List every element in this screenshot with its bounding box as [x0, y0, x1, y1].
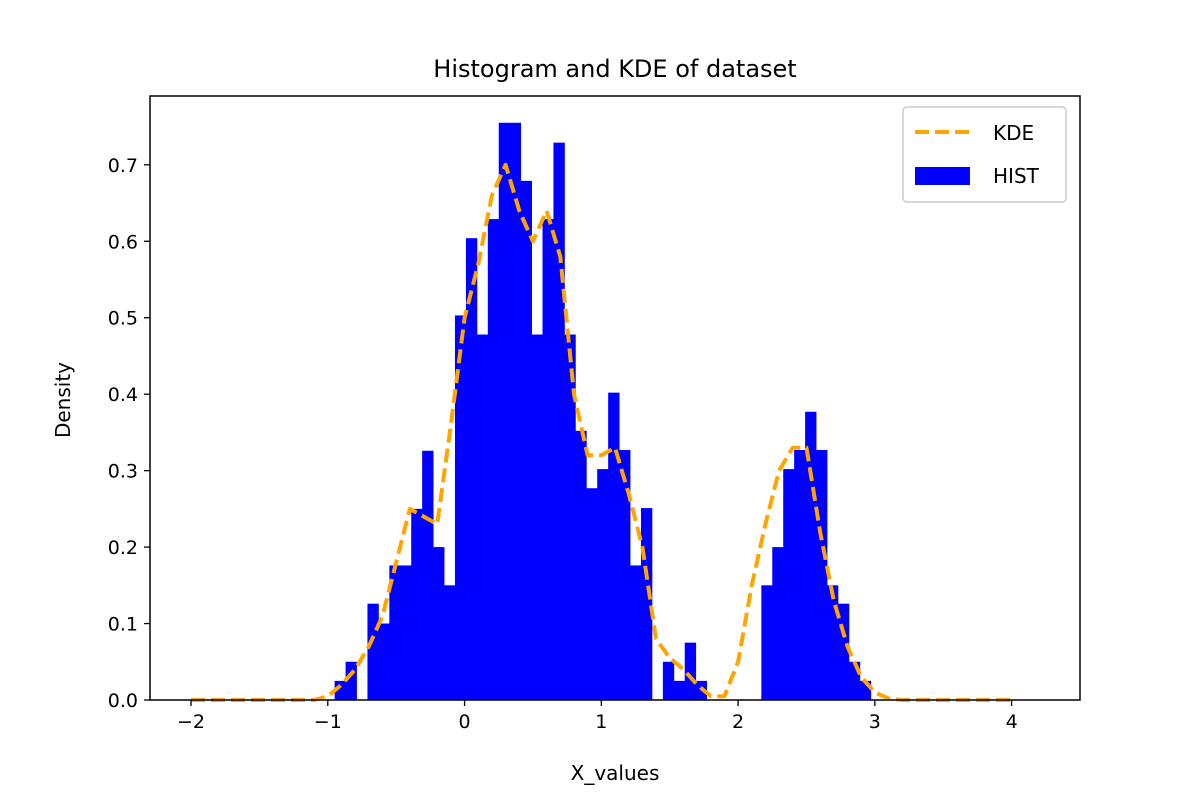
histogram-bar — [465, 238, 478, 701]
histogram-bar — [411, 508, 423, 700]
histogram-bar — [389, 565, 401, 700]
histogram-bar — [476, 334, 489, 700]
histogram-bar — [367, 603, 379, 700]
histogram-bar — [422, 450, 434, 700]
histogram-bar — [542, 219, 554, 700]
histogram-bar — [531, 334, 543, 700]
plot-area-frame — [149, 95, 1081, 701]
histogram-bar — [433, 547, 445, 700]
legend: KDE HIST — [902, 106, 1067, 203]
histogram-bar — [454, 315, 467, 700]
histogram-bar — [772, 547, 784, 700]
histogram-bar — [640, 508, 653, 700]
legend-box — [902, 106, 1067, 203]
kde-line — [191, 162, 1012, 702]
x-tick-label: −2 — [177, 711, 205, 733]
histogram-bar — [520, 180, 532, 700]
histogram-bar — [761, 585, 773, 700]
histogram-bars — [334, 122, 872, 701]
histogram-bar — [509, 122, 522, 700]
chart-title: Histogram and KDE of dataset — [433, 55, 796, 83]
x-axis-ticks: −2 −1 0 1 2 3 4 — [177, 700, 1018, 733]
y-tick-label: 0.4 — [108, 384, 138, 406]
histogram-bar — [837, 603, 850, 700]
legend-hist-swatch — [915, 167, 970, 185]
histogram-bar — [816, 449, 828, 700]
histogram-bar — [564, 334, 576, 700]
legend-kde-label: KDE — [993, 121, 1034, 145]
y-axis-label: Density — [51, 362, 75, 438]
histogram-bar — [378, 623, 390, 700]
x-tick-label: 4 — [1006, 711, 1018, 733]
histogram-bar — [662, 661, 675, 700]
histogram-bar — [783, 469, 795, 700]
histogram-bar — [673, 680, 686, 700]
histogram-bar — [586, 488, 598, 700]
legend-hist-label: HIST — [993, 164, 1040, 188]
histogram-bar — [400, 565, 412, 700]
x-tick-label: 3 — [869, 711, 881, 733]
histogram-bar — [345, 661, 357, 700]
x-tick-label: 0 — [459, 711, 471, 733]
histogram-bar — [575, 430, 587, 700]
histogram-bar — [608, 392, 620, 700]
y-tick-label: 0.2 — [108, 537, 138, 559]
histogram-bar — [487, 219, 500, 700]
histogram-bar — [805, 411, 817, 700]
histogram-bar — [553, 142, 565, 701]
y-tick-label: 0.3 — [108, 461, 138, 483]
histogram-bar — [334, 680, 346, 700]
histogram-bar — [444, 585, 456, 700]
y-tick-label: 0.6 — [108, 231, 138, 253]
y-tick-label: 0.1 — [108, 614, 138, 636]
y-tick-label: 0.0 — [108, 690, 138, 712]
x-axis-label: X_values — [571, 761, 660, 785]
histogram-bar — [848, 661, 861, 700]
y-tick-label: 0.7 — [108, 155, 138, 177]
histogram-bar — [794, 449, 806, 700]
kde-line-group — [191, 162, 1012, 702]
histogram-bar — [597, 469, 609, 700]
x-tick-label: −1 — [314, 711, 342, 733]
x-tick-label: 2 — [732, 711, 744, 733]
y-axis-ticks: 0.0 0.1 0.2 0.3 0.4 0.5 0.6 0.7 — [108, 155, 150, 712]
histogram-bar — [859, 680, 872, 700]
histogram-bar — [630, 565, 642, 700]
histogram-bar — [826, 585, 839, 700]
histogram-bar — [498, 122, 511, 700]
histogram-bar — [684, 642, 697, 700]
y-tick-label: 0.5 — [108, 308, 138, 330]
x-tick-label: 1 — [595, 711, 607, 733]
histogram-bar — [619, 449, 631, 700]
